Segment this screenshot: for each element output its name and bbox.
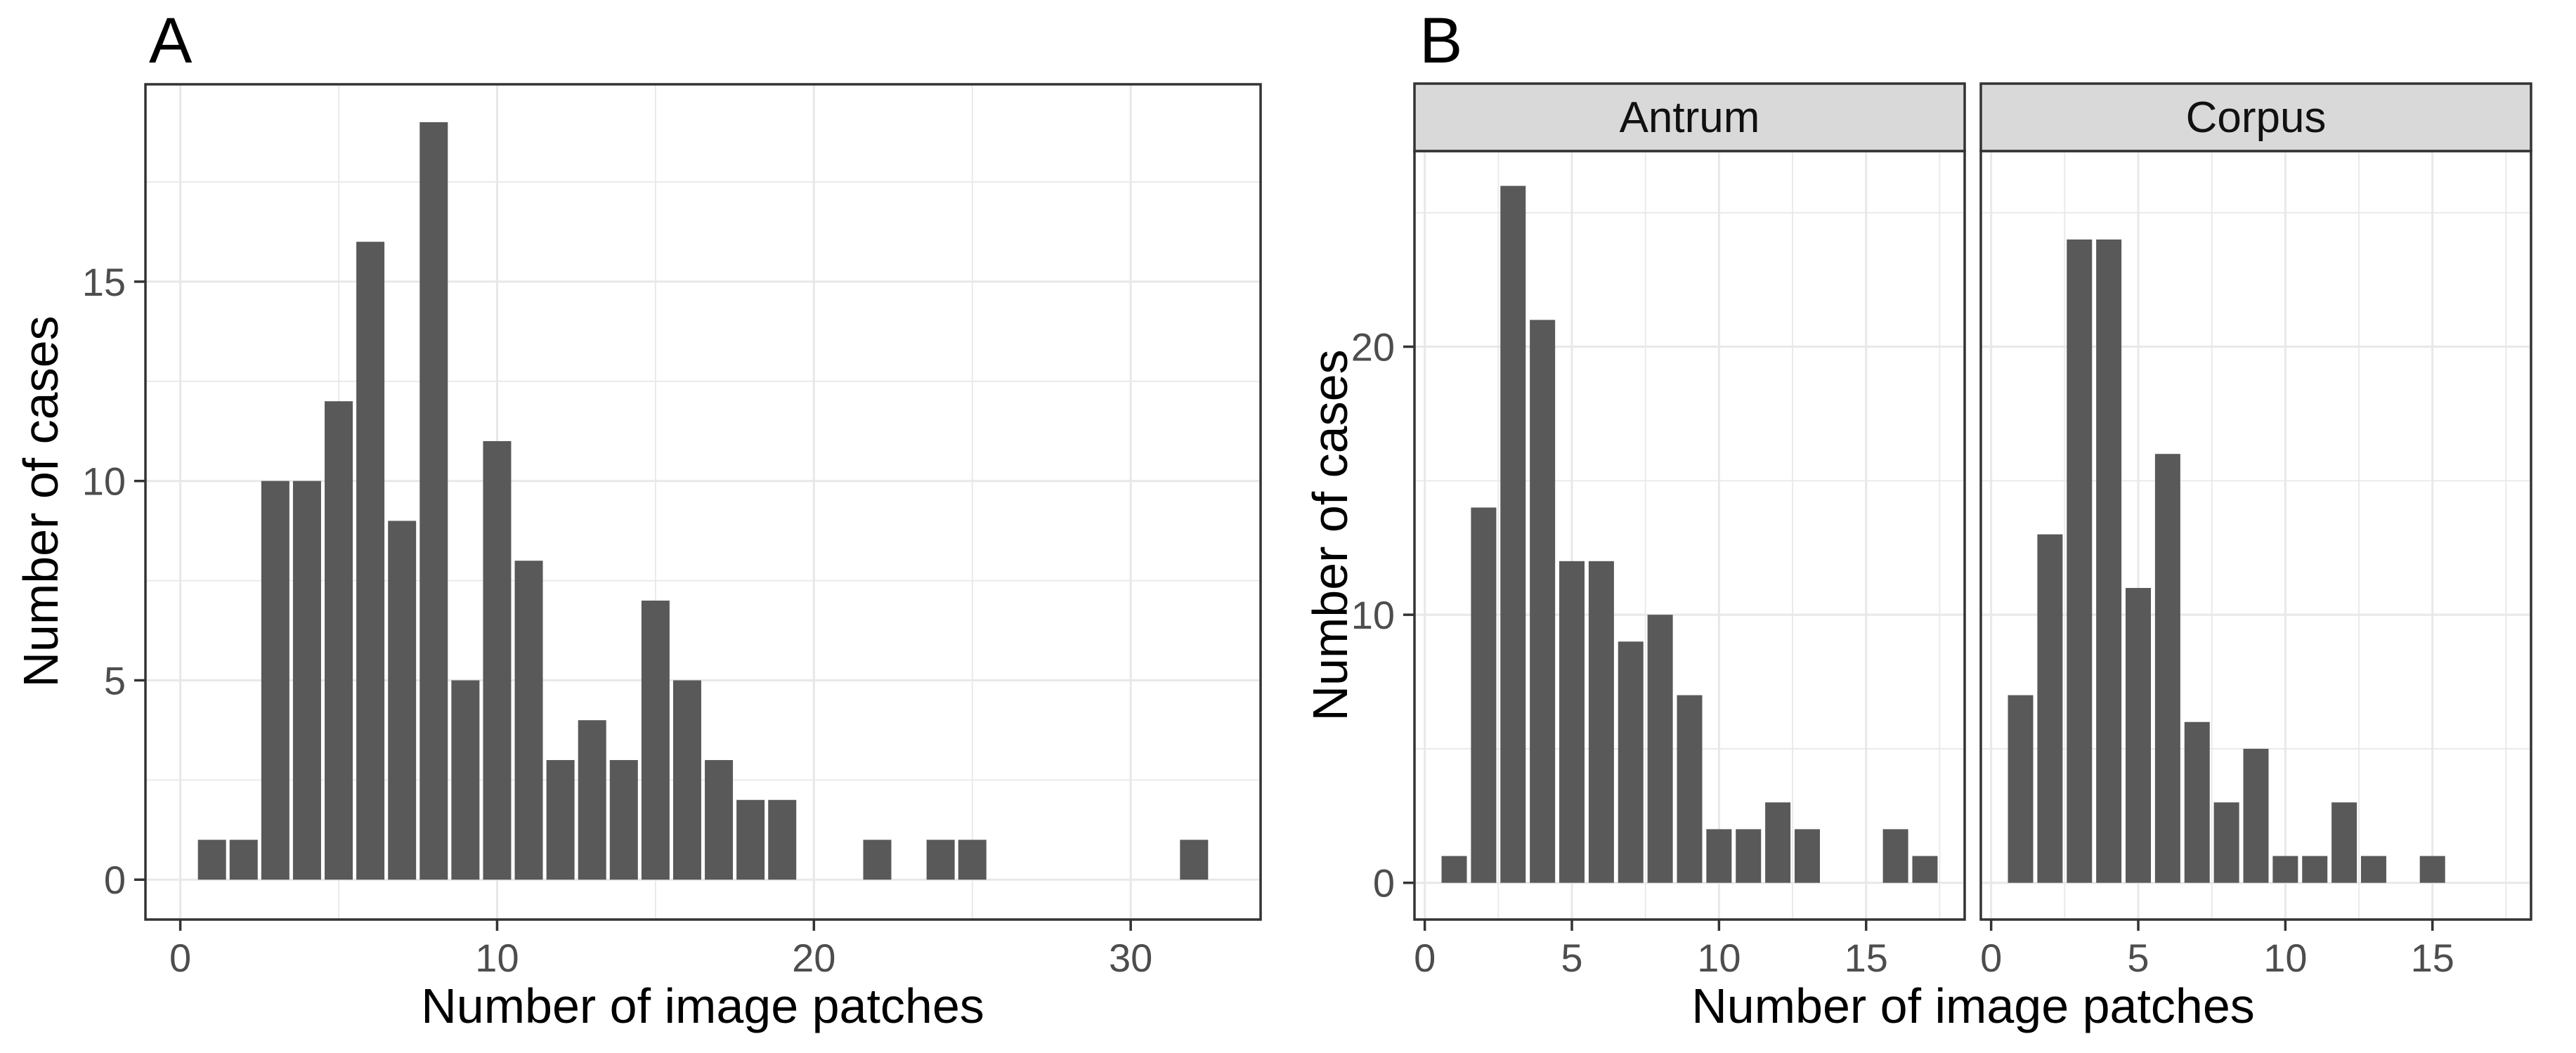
x-axis-tick-label: 10	[1697, 936, 1741, 980]
histogram-bar	[2272, 856, 2298, 883]
histogram-bar	[1530, 320, 1556, 883]
x-axis-tick-label: 15	[2411, 936, 2454, 980]
facet-strip	[1979, 82, 2532, 152]
histogram-bar	[483, 440, 512, 880]
x-axis-tick-label: 5	[2127, 936, 2149, 980]
histogram-bar	[1794, 829, 1820, 883]
panel-border	[144, 83, 1262, 921]
histogram-bar	[419, 122, 448, 880]
histogram-bar	[546, 759, 575, 880]
histogram-bar	[736, 799, 765, 880]
histogram-bar	[229, 839, 258, 880]
histogram-bar	[863, 839, 892, 880]
y-axis-tick-label: 10	[82, 459, 126, 504]
histogram-bar	[1912, 856, 1938, 883]
histogram-bar	[958, 839, 987, 880]
x-axis-tick-label: 0	[1414, 936, 1436, 980]
x-axis-tick-label: 10	[475, 936, 519, 980]
histogram-bar	[641, 600, 670, 880]
facet-strip	[1413, 82, 1966, 152]
histogram-bar	[768, 799, 797, 880]
y-axis-title-panel-b: Number of cases	[1303, 349, 1358, 721]
histogram-bar	[1500, 185, 1526, 883]
x-axis-tick-label: 20	[792, 936, 835, 980]
histogram-bar	[356, 242, 385, 880]
x-axis-title-panel-b: Number of image patches	[1691, 979, 2255, 1033]
histogram-bar	[388, 521, 417, 880]
y-axis-tick-label: 15	[82, 260, 126, 304]
histogram-bar	[1180, 839, 1209, 880]
histogram-bar	[926, 839, 955, 880]
histogram-bar	[1736, 829, 1762, 883]
y-axis-tick-label: 20	[1351, 325, 1395, 369]
histogram-bar	[1677, 695, 1703, 883]
panel-a-tag: A	[149, 5, 193, 77]
histogram-bar	[514, 561, 543, 880]
x-axis-title-panel-a: Number of image patches	[421, 979, 984, 1033]
x-axis-tick-label: 10	[2263, 936, 2307, 980]
panel-b-tag: B	[1419, 5, 1463, 77]
y-axis-title-panel-a: Number of cases	[13, 315, 68, 688]
histogram-bar	[1441, 856, 1467, 883]
facet-strip-label-antrum: Antrum	[1619, 93, 1760, 142]
histogram-bar	[1471, 507, 1497, 883]
y-axis-tick-label: 0	[104, 858, 126, 902]
histogram-bar	[2302, 856, 2328, 883]
histogram-bar	[1882, 829, 1908, 883]
y-axis-tick-label: 5	[104, 658, 126, 702]
histogram-bar	[2126, 587, 2152, 883]
histogram-bar	[2243, 748, 2269, 883]
histogram-bar	[1618, 641, 1644, 883]
histogram-bar	[2067, 239, 2093, 883]
histogram-bar	[672, 680, 701, 880]
histogram-bar	[451, 680, 480, 880]
histogram-bar	[578, 720, 606, 880]
histogram-bar	[2331, 802, 2357, 883]
histogram-bar	[2096, 239, 2122, 883]
x-axis-tick-label: 15	[1845, 936, 1888, 980]
histogram-bar	[2184, 721, 2210, 883]
histogram-bar	[1588, 561, 1614, 883]
histogram-bar	[609, 759, 638, 880]
histogram-bar	[1647, 615, 1673, 883]
histogram-bar	[2419, 856, 2445, 883]
x-axis-tick-label: 0	[1980, 936, 2002, 980]
histogram-bar	[1559, 561, 1585, 883]
histogram-bar	[2037, 534, 2063, 883]
histogram-bar	[705, 759, 734, 880]
facet-strip-label-corpus: Corpus	[2185, 93, 2327, 142]
histogram-bar	[292, 480, 321, 880]
y-axis-tick-label: 0	[1373, 861, 1395, 905]
x-axis-tick-label: 5	[1561, 936, 1582, 980]
histogram-bar	[2008, 695, 2034, 883]
histogram-bar	[1706, 829, 1732, 883]
x-axis-tick-label: 30	[1109, 936, 1152, 980]
histogram-bar	[2154, 454, 2180, 883]
x-axis-tick-label: 0	[169, 936, 191, 980]
histogram-bar	[197, 839, 226, 880]
histogram-bar	[1765, 802, 1791, 883]
y-axis-tick-label: 10	[1351, 593, 1395, 637]
histogram-bar	[261, 480, 290, 880]
histogram-bar	[2213, 802, 2239, 883]
histogram-bar	[2360, 856, 2386, 883]
histogram-bar	[325, 401, 353, 880]
